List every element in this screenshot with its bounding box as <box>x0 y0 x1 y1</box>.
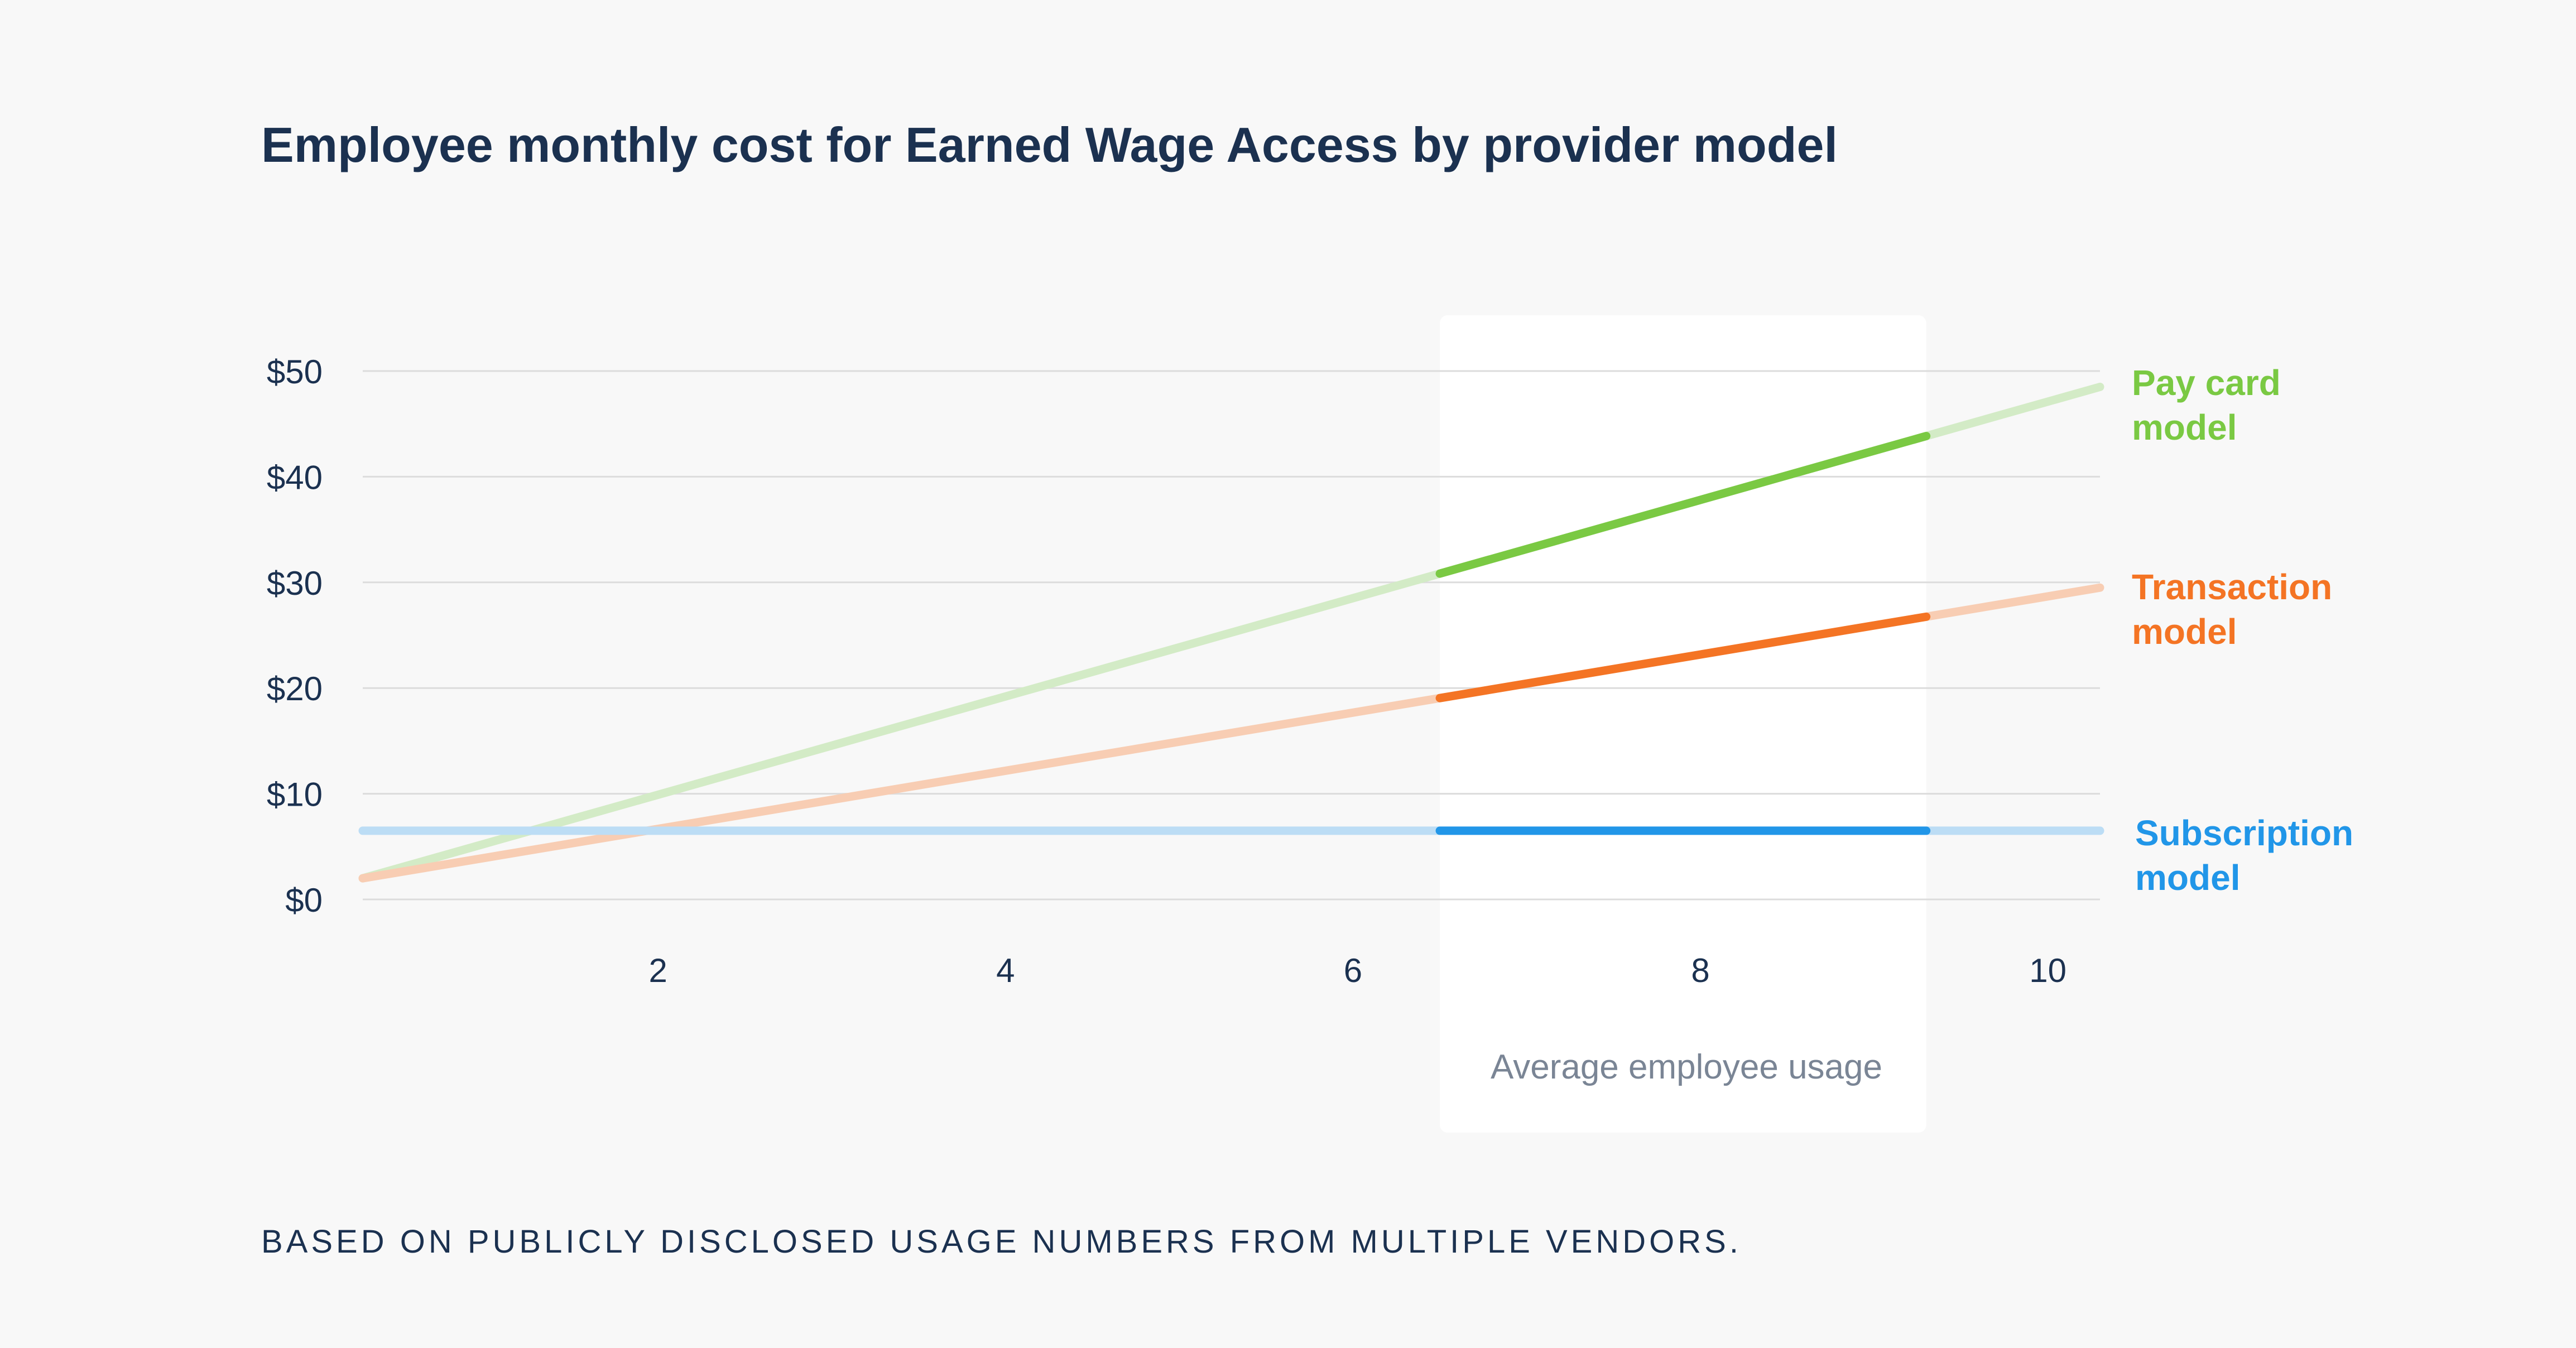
series-labels: Pay card model Transaction model Subscriptio… <box>2132 363 2353 898</box>
x-tick-label: 10 <box>2029 952 2066 989</box>
paycard-line-highlight <box>1435 431 1931 578</box>
y-tick-label: $20 <box>267 670 323 707</box>
x-tick-label: 2 <box>649 952 667 989</box>
y-tick-label: $10 <box>267 776 323 813</box>
footnote: BASED ON PUBLICLY DISCLOSED USAGE NUMBER… <box>261 1224 1742 1260</box>
x-tick-label: 4 <box>996 952 1015 989</box>
subscription-legend-label: Subscription model <box>2135 813 2353 898</box>
x-axis-ticks: 2 4 6 8 10 <box>649 952 2066 989</box>
y-tick-label: $0 <box>285 882 323 919</box>
x-axis-label: Average employee usage <box>1491 1048 1882 1086</box>
chart-title: Employee monthly cost for Earned Wage Ac… <box>261 117 1838 172</box>
y-tick-label: $30 <box>267 565 323 602</box>
paycard-legend-label: Pay card model <box>2132 363 2281 447</box>
x-tick-label: 6 <box>1344 952 1362 989</box>
y-tick-label: $50 <box>267 353 323 391</box>
highlight-band <box>1440 315 1926 1133</box>
y-axis-ticks: $0 $10 $20 $30 $40 $50 <box>267 353 323 919</box>
y-tick-label: $40 <box>267 459 323 496</box>
series-lines <box>358 382 2104 883</box>
transaction-line-highlight <box>1435 612 1931 702</box>
transaction-legend-label: Transaction model <box>2132 567 2332 652</box>
x-tick-label: 8 <box>1691 952 1709 989</box>
